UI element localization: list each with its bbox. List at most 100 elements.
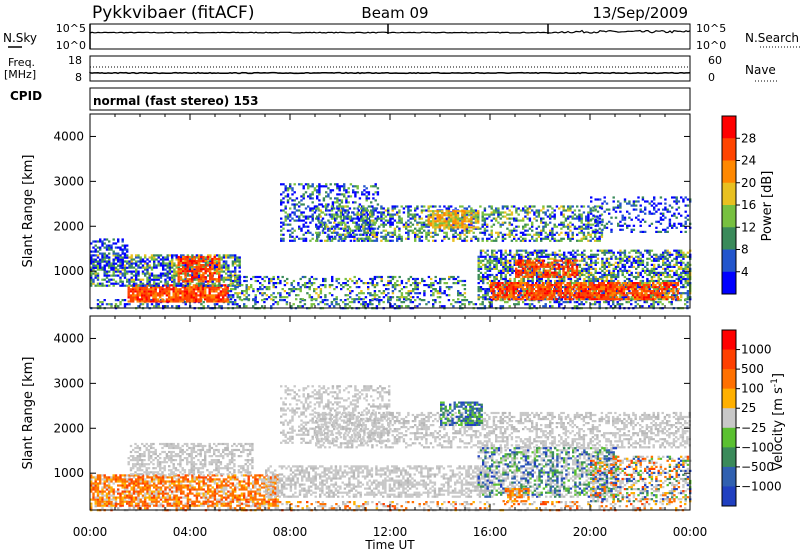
range-gate-cell bbox=[173, 271, 175, 273]
range-gate-cell bbox=[215, 296, 217, 298]
range-gate-cell bbox=[446, 234, 448, 236]
range-gate-cell bbox=[545, 254, 547, 256]
range-gate-cell bbox=[209, 278, 211, 280]
range-gate-cell bbox=[500, 298, 502, 300]
range-gate-cell bbox=[392, 290, 394, 292]
range-gate-cell bbox=[387, 214, 389, 216]
range-gate-cell bbox=[298, 201, 300, 203]
range-gate-cell bbox=[323, 197, 325, 199]
range-gate-cell bbox=[122, 251, 124, 253]
range-gate-cell bbox=[572, 238, 574, 240]
range-gate-cell bbox=[288, 292, 290, 294]
range-gate-cell bbox=[439, 230, 441, 232]
range-gate-cell bbox=[335, 303, 337, 305]
range-gate-cell bbox=[367, 214, 369, 216]
range-gate-cell bbox=[191, 258, 193, 260]
range-gate-cell bbox=[366, 195, 368, 197]
range-gate-cell bbox=[468, 301, 470, 303]
range-gate-cell bbox=[473, 210, 475, 212]
range-gate-cell bbox=[187, 283, 189, 285]
range-gate-cell bbox=[509, 224, 511, 226]
range-gate-cell bbox=[340, 216, 342, 218]
range-gate-cell bbox=[331, 284, 333, 286]
range-gate-cell bbox=[470, 226, 472, 228]
range-gate-cell bbox=[416, 207, 418, 209]
range-gate-cell bbox=[506, 301, 508, 303]
range-gate-cell bbox=[551, 228, 553, 230]
range-gate-cell bbox=[296, 216, 298, 218]
range-gate-cell bbox=[293, 286, 295, 288]
range-gate-cell bbox=[285, 224, 287, 226]
range-gate-cell bbox=[340, 224, 342, 226]
range-gate-cell bbox=[153, 256, 155, 258]
range-gate-cell bbox=[158, 285, 160, 287]
range-gate-cell bbox=[414, 216, 416, 218]
range-gate-cell bbox=[480, 252, 482, 254]
range-gate-cell bbox=[545, 256, 547, 258]
range-gate-cell bbox=[205, 266, 207, 268]
range-gate-cell bbox=[444, 282, 446, 284]
range-gate-cell bbox=[587, 211, 589, 213]
range-gate-cell bbox=[234, 262, 236, 264]
range-gate-cell bbox=[137, 285, 139, 287]
range-gate-cell bbox=[92, 247, 94, 249]
range-gate-cell bbox=[146, 273, 148, 275]
range-gate-cell bbox=[457, 301, 459, 303]
range-gate-cell bbox=[482, 280, 484, 282]
range-gate-cell bbox=[209, 256, 211, 258]
range-gate-cell bbox=[209, 292, 211, 294]
range-gate-cell bbox=[368, 193, 370, 195]
range-gate-cell bbox=[387, 296, 389, 298]
range-gate-cell bbox=[434, 299, 436, 301]
range-gate-cell bbox=[305, 183, 307, 185]
range-gate-cell bbox=[385, 220, 387, 222]
range-gate-cell bbox=[182, 294, 184, 296]
range-gate-cell bbox=[329, 286, 331, 288]
range-gate-cell bbox=[334, 228, 336, 230]
range-gate-cell bbox=[540, 230, 542, 232]
range-gate-cell bbox=[531, 209, 533, 211]
range-gate-cell bbox=[502, 266, 504, 268]
range-gate-cell bbox=[268, 286, 270, 288]
range-gate-cell bbox=[547, 205, 549, 207]
range-gate-cell bbox=[370, 201, 372, 203]
range-gate-cell bbox=[439, 226, 441, 228]
range-gate-cell bbox=[588, 276, 590, 278]
range-gate-cell bbox=[414, 209, 416, 211]
range-gate-cell bbox=[439, 214, 441, 216]
range-gate-cell bbox=[370, 232, 372, 234]
range-gate-cell bbox=[313, 298, 315, 300]
range-gate-cell bbox=[410, 292, 412, 294]
range-gate-cell bbox=[104, 253, 106, 255]
range-gate-cell bbox=[387, 220, 389, 222]
range-gate-cell bbox=[380, 207, 382, 209]
range-gate-cell bbox=[284, 299, 286, 301]
range-gate-cell bbox=[318, 214, 320, 216]
range-gate-cell bbox=[486, 214, 488, 216]
range-gate-cell bbox=[211, 298, 213, 300]
range-gate-cell bbox=[115, 303, 117, 305]
range-gate-cell bbox=[477, 218, 479, 220]
range-gate-cell bbox=[309, 185, 311, 187]
range-gate-cell bbox=[209, 288, 211, 290]
range-gate-cell bbox=[155, 296, 157, 298]
range-gate-cell bbox=[455, 210, 457, 212]
range-gate-cell bbox=[341, 185, 343, 187]
range-gate-cell bbox=[569, 226, 571, 228]
range-gate-cell bbox=[617, 264, 619, 266]
range-gate-cell bbox=[316, 195, 318, 197]
range-gate-cell bbox=[204, 298, 206, 300]
range-gate-cell bbox=[101, 256, 103, 258]
range-gate-cell bbox=[135, 260, 137, 262]
range-gate-cell bbox=[495, 209, 497, 211]
range-gate-cell bbox=[357, 216, 359, 218]
range-gate-cell bbox=[662, 303, 664, 305]
range-gate-cell bbox=[532, 280, 534, 282]
range-gate-cell bbox=[110, 245, 112, 247]
range-gate-cell bbox=[439, 301, 441, 303]
range-gate-cell bbox=[189, 280, 191, 282]
range-gate-cell bbox=[160, 277, 162, 279]
range-gate-cell bbox=[502, 254, 504, 256]
range-gate-cell bbox=[349, 207, 351, 209]
range-gate-cell bbox=[439, 220, 441, 222]
